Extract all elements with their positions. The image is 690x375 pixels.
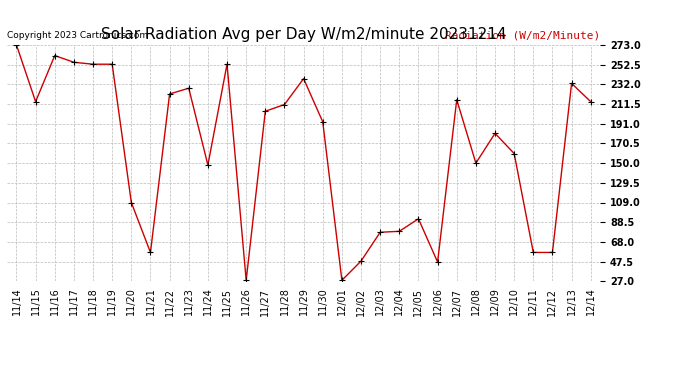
Title: Solar Radiation Avg per Day W/m2/minute 20231214: Solar Radiation Avg per Day W/m2/minute …	[101, 27, 506, 42]
Text: Copyright 2023 Cartronics.com: Copyright 2023 Cartronics.com	[7, 31, 148, 40]
Text: Radiation (W/m2/Minute): Radiation (W/m2/Minute)	[445, 30, 600, 40]
